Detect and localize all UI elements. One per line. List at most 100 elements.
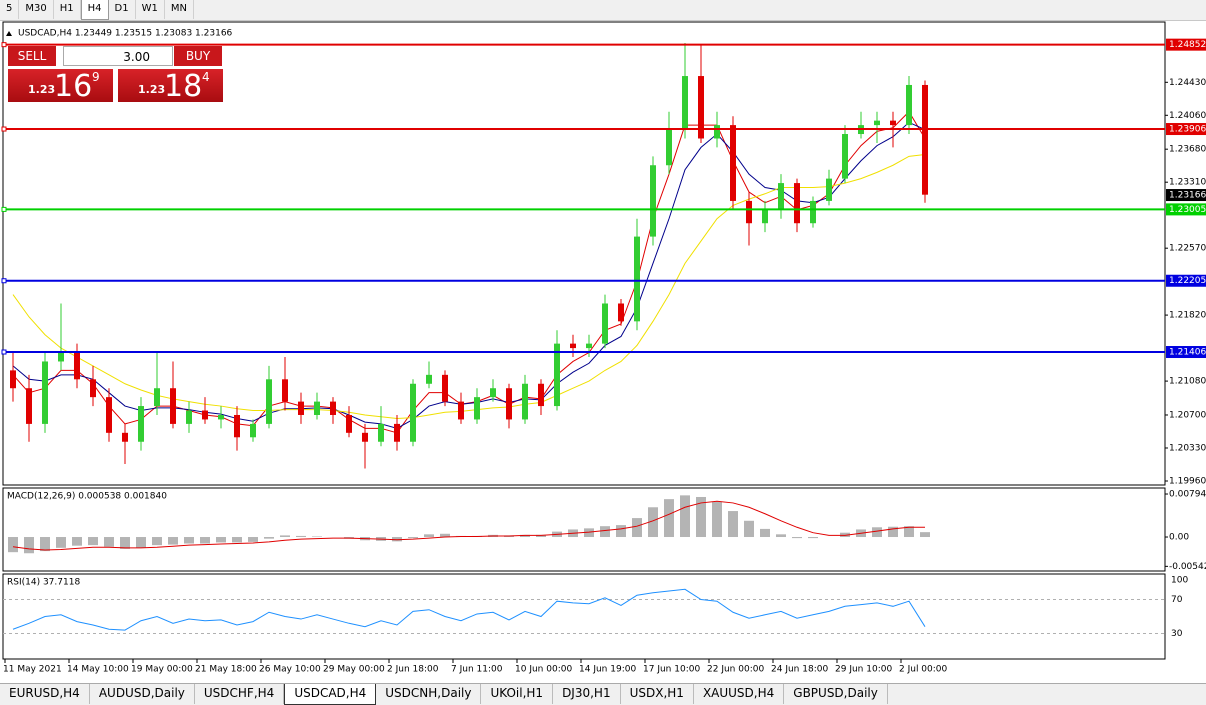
histogram-bar xyxy=(152,537,162,546)
x-tick-label: 14 May 10:00 xyxy=(67,665,129,675)
price-small: 9 xyxy=(92,70,100,84)
x-tick-label: 14 Jun 19:00 xyxy=(579,665,636,675)
histogram-bar xyxy=(136,537,146,548)
histogram-bar xyxy=(40,537,50,552)
histogram-bar xyxy=(104,537,114,547)
level-label: 1.21406 xyxy=(1169,348,1206,358)
histogram-bar xyxy=(8,537,18,553)
buy-button[interactable]: BUY xyxy=(174,46,222,66)
histogram-bar xyxy=(440,533,450,538)
histogram-bar xyxy=(664,499,674,538)
level-label: 1.23005 xyxy=(1169,205,1206,215)
histogram-bar xyxy=(648,507,658,538)
rsi-line xyxy=(12,588,926,631)
sell-button[interactable]: SELL xyxy=(8,46,56,66)
level-label: 1.22205 xyxy=(1169,276,1206,286)
x-tick-label: 24 Jun 18:00 xyxy=(771,665,828,675)
candle-body xyxy=(186,410,192,424)
candle-body xyxy=(570,343,576,349)
chart-tab[interactable]: USDCHF,H4 xyxy=(195,684,285,704)
y-tick-label: 1.19960 xyxy=(1169,476,1206,486)
candle-body xyxy=(154,388,160,407)
y-tick-label: 1.21080 xyxy=(1169,377,1206,387)
candle-body xyxy=(618,303,624,322)
candle-body xyxy=(746,200,752,224)
histogram-bar xyxy=(232,537,242,543)
volume-input[interactable]: 3.00 xyxy=(63,46,173,66)
candle-body xyxy=(602,303,608,344)
timeframe-button[interactable]: W1 xyxy=(136,0,165,19)
candle-body xyxy=(666,129,672,166)
histogram-bar xyxy=(840,532,850,538)
chart-tab[interactable]: DJ30,H1 xyxy=(553,684,621,704)
histogram-bar xyxy=(248,537,258,542)
chart-tab[interactable]: UKOil,H1 xyxy=(481,684,554,704)
ask-price[interactable]: 1.23 18 4 xyxy=(118,69,223,104)
last-price-label: 1.23166 xyxy=(1169,191,1206,201)
histogram-bar xyxy=(696,496,706,538)
panel-frame xyxy=(2,573,1166,660)
candle-body xyxy=(74,352,80,380)
timeframe-button[interactable]: MN xyxy=(165,0,194,19)
timeframe-button[interactable]: M30 xyxy=(19,0,54,19)
timeframe-button[interactable]: 5 xyxy=(0,0,20,19)
candle-body xyxy=(202,410,208,420)
level-marker xyxy=(1,349,7,355)
signal-line xyxy=(12,500,925,551)
bid-price[interactable]: 1.23 16 9 xyxy=(8,69,113,104)
chart-tab[interactable]: USDCNH,Daily xyxy=(376,684,482,704)
price-prefix: 1.23 xyxy=(138,83,166,96)
chart-tab[interactable]: USDCAD,H4 xyxy=(284,684,377,705)
y-tick-label: 1.23310 xyxy=(1169,178,1206,188)
histogram-bar xyxy=(888,526,898,538)
candle-body xyxy=(522,383,528,420)
histogram-bar xyxy=(920,532,930,538)
y-tick-label: 1.23680 xyxy=(1169,145,1206,155)
histogram-bar xyxy=(808,537,818,539)
level-label-box xyxy=(1166,203,1206,216)
histogram-bar xyxy=(408,537,418,539)
histogram-bar xyxy=(776,534,786,538)
chart-tab[interactable]: GBPUSD,Daily xyxy=(784,684,888,704)
moving-average xyxy=(12,110,926,434)
candle-body xyxy=(842,134,848,179)
x-tick-label: 22 Jun 00:00 xyxy=(707,665,764,675)
chart-tab[interactable]: EURUSD,H4 xyxy=(0,684,90,704)
chart-tab[interactable]: AUDUSD,Daily xyxy=(90,684,195,704)
candle-body xyxy=(58,352,64,362)
candle-body xyxy=(378,423,384,442)
x-tick-label: 11 May 2021 xyxy=(3,665,62,675)
chart-tab[interactable]: USDX,H1 xyxy=(621,684,694,704)
histogram-bar xyxy=(760,528,770,538)
indicator-title: RSI(14) 37.7118 xyxy=(7,578,80,588)
timeframe-button[interactable]: H1 xyxy=(54,0,81,19)
y-tick-label: 1.21820 xyxy=(1169,311,1206,321)
timeframe-button[interactable]: D1 xyxy=(109,0,136,19)
histogram-bar xyxy=(56,537,66,548)
histogram-bar xyxy=(264,537,274,539)
histogram-bar xyxy=(600,526,610,538)
panel-frame xyxy=(2,21,1166,486)
candle-body xyxy=(794,183,800,224)
price-big: 18 xyxy=(164,69,203,104)
histogram-bar xyxy=(728,511,738,538)
histogram-bar xyxy=(296,535,306,538)
chart-tab[interactable]: XAUUSD,H4 xyxy=(694,684,785,704)
candle-body xyxy=(650,165,656,237)
timeframe-button[interactable]: H4 xyxy=(80,0,109,20)
histogram-bar xyxy=(312,536,322,538)
candle-body xyxy=(730,125,736,201)
collapse-icon xyxy=(6,31,12,36)
level-marker xyxy=(1,278,7,284)
histogram-bar xyxy=(520,534,530,538)
candle-body xyxy=(266,379,272,424)
histogram-bar xyxy=(872,527,882,538)
y-tick-label: 1.20330 xyxy=(1169,443,1206,453)
y-tick-label: 0.00 xyxy=(1169,533,1189,543)
chart: USDCAD,H4 1.23449 1.23515 1.23083 1.2316… xyxy=(1,21,1206,675)
histogram-bar xyxy=(424,534,434,538)
candle-body xyxy=(282,379,288,402)
panel-frame xyxy=(2,487,1166,572)
candle-body xyxy=(170,388,176,424)
